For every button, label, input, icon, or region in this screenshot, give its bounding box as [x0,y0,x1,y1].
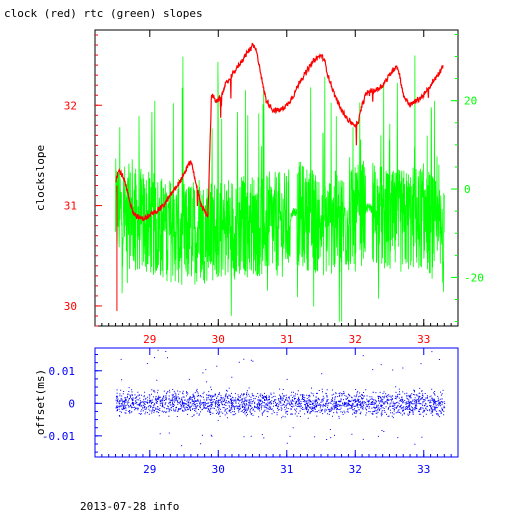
bottom-x-tick-label: 33 [417,463,430,476]
top-plot-frame [94,29,459,327]
bottom-axes: 29 30 31 32 33 -0.01 0 0.01 [42,348,452,476]
bottom-y-tick-label: 0.01 [49,365,76,378]
top-panel: 29 30 31 32 33 30 31 32 -20 0 20 clockslope [34,29,484,346]
top-x-tick-label: 33 [417,333,430,346]
bottom-x-tick-label: 29 [143,463,156,476]
left-y-tick-label: 32 [64,99,77,112]
footer-date: 2013-07-28 info [80,500,179,512]
rtc-series [115,55,445,322]
offset-points [115,349,446,447]
bottom-x-tick-label: 31 [280,463,293,476]
right-y-tick-label: 0 [464,183,471,196]
rtc-line [115,55,445,322]
left-y-tick-label: 30 [64,300,77,313]
top-x-tick-label: 30 [212,333,225,346]
bottom-x-tick-label: 32 [349,463,362,476]
clock-series [115,42,444,311]
bottom-y-tick-label: -0.01 [42,430,75,443]
bottom-plot-frame [94,347,459,458]
bottom-y-tick-label: 0 [68,397,75,410]
chart-title: clock (red) rtc (green) slopes [4,7,203,20]
top-x-tick-label: 29 [143,333,156,346]
top-y-axis-label: clockslope [34,145,47,211]
offset-series [115,349,446,447]
bottom-panel: 29 30 31 32 33 -0.01 0 0.01 offset(ms) [34,347,459,476]
left-y-tick-label: 31 [64,200,77,213]
clock-line [115,42,444,222]
bottom-x-tick-label: 30 [212,463,225,476]
right-y-tick-label: -20 [464,271,484,284]
top-x-tick-label: 32 [349,333,362,346]
bottom-y-axis-label: offset(ms) [34,369,47,435]
right-y-tick-label: 20 [464,95,477,108]
top-axes: 29 30 31 32 33 30 31 32 -20 0 20 [64,30,484,346]
top-x-tick-label: 31 [280,333,293,346]
